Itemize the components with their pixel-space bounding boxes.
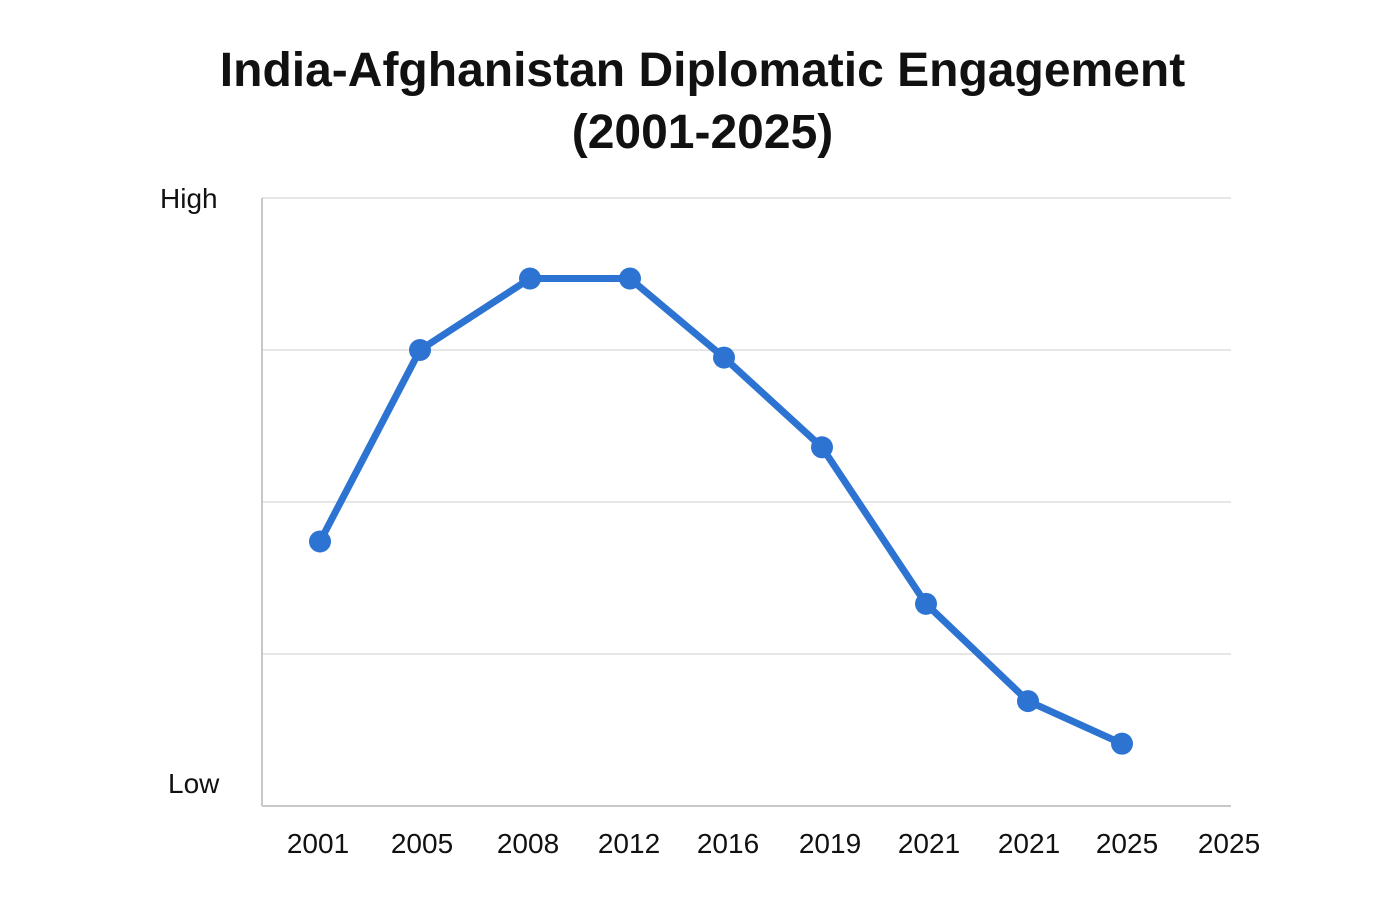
data-point-marker bbox=[915, 592, 937, 615]
data-point-marker bbox=[409, 339, 431, 361]
y-axis-low-label: Low bbox=[168, 768, 220, 799]
x-tick-label: 2025 bbox=[1197, 828, 1261, 859]
data-point-marker bbox=[1111, 732, 1133, 755]
x-tick-label: 2021 bbox=[897, 828, 961, 859]
x-tick-label: 2021 bbox=[997, 828, 1061, 859]
x-tick-label: 2005 bbox=[390, 828, 454, 859]
x-tick-label: 2016 bbox=[696, 828, 760, 859]
y-axis-high-label: High bbox=[160, 183, 218, 214]
data-point-marker bbox=[619, 267, 641, 290]
x-tick-label: 2012 bbox=[597, 828, 661, 859]
data-markers bbox=[309, 267, 1133, 755]
data-point-marker bbox=[713, 346, 735, 369]
data-point-marker bbox=[811, 436, 833, 459]
chart-title-line-2: (2001-2025) bbox=[571, 106, 834, 159]
x-tick-label: 2008 bbox=[496, 828, 560, 859]
gridlines bbox=[262, 197, 1231, 655]
x-tick-label: 2025 bbox=[1095, 828, 1159, 859]
data-point-marker bbox=[1017, 690, 1039, 713]
data-point-marker bbox=[519, 267, 541, 290]
data-point-marker bbox=[309, 530, 331, 553]
x-tick-label: 2019 bbox=[798, 828, 862, 859]
axes bbox=[261, 198, 1231, 807]
chart-title: India-Afghanistan Diplomatic Engagement … bbox=[0, 40, 1379, 164]
chart-title-line-1: India-Afghanistan Diplomatic Engagement bbox=[219, 44, 1186, 97]
x-tick-label: 2001 bbox=[286, 828, 350, 859]
